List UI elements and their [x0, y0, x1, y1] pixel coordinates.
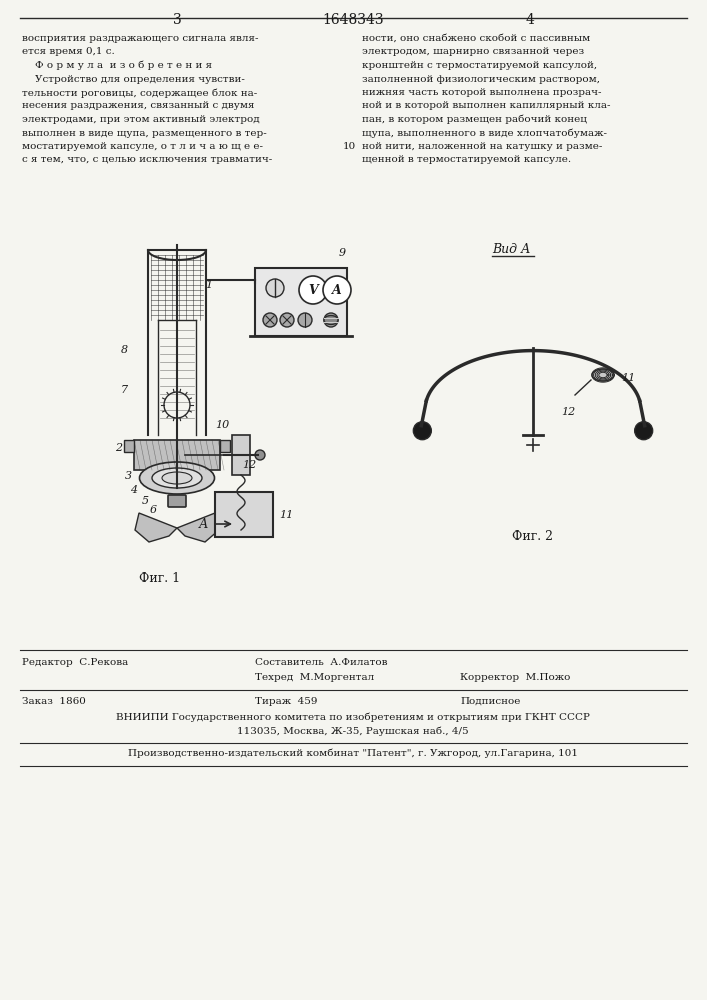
Circle shape	[323, 276, 351, 304]
Text: Устройство для определения чувстви-: Устройство для определения чувстви-	[22, 75, 245, 84]
Circle shape	[414, 422, 431, 440]
Polygon shape	[177, 513, 219, 542]
Bar	[232, 435, 250, 475]
Bar	[134, 440, 220, 470]
Text: восприятия раздражающего сигнала явля-: восприятия раздражающего сигнала явля-	[22, 34, 259, 43]
Text: Ф о р м у л а  и з о б р е т е н и я: Ф о р м у л а и з о б р е т е н и я	[22, 61, 212, 70]
Bar	[220, 440, 230, 452]
Text: Редактор  С.Рекова: Редактор С.Рекова	[22, 658, 128, 667]
Circle shape	[266, 279, 284, 297]
Text: нижняя часть которой выполнена прозрач-: нижняя часть которой выполнена прозрач-	[362, 88, 602, 97]
Text: 7: 7	[121, 385, 128, 395]
Text: тельности роговицы, содержащее блок на-: тельности роговицы, содержащее блок на-	[22, 88, 257, 98]
Text: 4: 4	[130, 485, 137, 495]
Text: 12: 12	[561, 407, 575, 417]
Text: ной и в которой выполнен капиллярный кла-: ной и в которой выполнен капиллярный кла…	[362, 102, 611, 110]
Circle shape	[255, 450, 265, 460]
Text: Подписное: Подписное	[460, 697, 520, 706]
Text: 12: 12	[242, 460, 256, 470]
Text: кронштейн с термостатируемой капсулой,: кронштейн с термостатируемой капсулой,	[362, 61, 597, 70]
Text: A: A	[332, 284, 342, 296]
Circle shape	[280, 313, 294, 327]
Text: 113035, Москва, Ж-35, Раушская наб., 4/5: 113035, Москва, Ж-35, Раушская наб., 4/5	[237, 726, 469, 736]
Text: 11: 11	[279, 510, 293, 520]
Text: 6: 6	[150, 505, 157, 515]
Text: выполнен в виде щупа, размещенного в тер-: выполнен в виде щупа, размещенного в тер…	[22, 128, 267, 137]
Text: ной нити, наложенной на катушку и разме-: ной нити, наложенной на катушку и разме-	[362, 142, 602, 151]
Text: Составитель  А.Филатов: Составитель А.Филатов	[255, 658, 387, 667]
Text: Тираж  459: Тираж 459	[255, 697, 317, 706]
Text: 3: 3	[125, 471, 132, 481]
Text: Техред  М.Моргентал: Техред М.Моргентал	[255, 673, 374, 682]
Text: Фиг. 1: Фиг. 1	[139, 572, 180, 585]
Text: Корректор  М.Пожо: Корректор М.Пожо	[460, 673, 571, 682]
Text: 8: 8	[121, 345, 128, 355]
Text: ности, оно снабжено скобой с пассивным: ности, оно снабжено скобой с пассивным	[362, 34, 590, 43]
Circle shape	[324, 313, 338, 327]
Text: заполненной физиологическим раствором,: заполненной физиологическим раствором,	[362, 75, 600, 84]
Text: V: V	[308, 284, 318, 296]
Text: 10: 10	[342, 142, 356, 151]
Text: щупа, выполненного в виде хлопчатобумаж-: щупа, выполненного в виде хлопчатобумаж-	[362, 128, 607, 138]
Bar	[215, 492, 273, 537]
Text: 10: 10	[215, 420, 229, 430]
Circle shape	[299, 276, 327, 304]
Text: 9: 9	[339, 248, 346, 258]
Text: 2: 2	[115, 443, 122, 453]
Text: пан, в котором размещен рабочий конец: пан, в котором размещен рабочий конец	[362, 115, 587, 124]
Bar	[124, 440, 134, 452]
Text: ется время 0,1 с.: ется время 0,1 с.	[22, 47, 115, 56]
Text: 1: 1	[205, 280, 212, 290]
Text: 3: 3	[173, 13, 182, 27]
Ellipse shape	[152, 468, 202, 488]
Text: 5: 5	[142, 496, 149, 506]
Ellipse shape	[324, 316, 338, 324]
Text: электродом, шарнирно связанной через: электродом, шарнирно связанной через	[362, 47, 584, 56]
Bar	[255, 268, 347, 336]
Text: с я тем, что, с целью исключения травматич-: с я тем, что, с целью исключения травмат…	[22, 155, 272, 164]
Text: Фиг. 2: Фиг. 2	[513, 530, 554, 543]
Circle shape	[263, 313, 277, 327]
Circle shape	[635, 422, 653, 440]
Text: Заказ  1860: Заказ 1860	[22, 697, 86, 706]
Ellipse shape	[139, 462, 214, 494]
Polygon shape	[135, 513, 177, 542]
Text: Вид А: Вид А	[492, 243, 530, 256]
Ellipse shape	[592, 369, 614, 381]
Text: 11: 11	[621, 373, 636, 383]
Text: ВНИИПИ Государственного комитета по изобретениям и открытиям при ГКНТ СССР: ВНИИПИ Государственного комитета по изоб…	[116, 712, 590, 722]
Text: мостатируемой капсуле, о т л и ч а ю щ е е-: мостатируемой капсуле, о т л и ч а ю щ е…	[22, 142, 263, 151]
Ellipse shape	[162, 472, 192, 484]
Text: А: А	[199, 518, 209, 530]
Text: 4: 4	[525, 13, 534, 27]
FancyBboxPatch shape	[168, 495, 186, 507]
Text: Производственно-издательский комбинат "Патент", г. Ужгород, ул.Гагарина, 101: Производственно-издательский комбинат "П…	[128, 749, 578, 758]
Text: несения раздражения, связанный с двумя: несения раздражения, связанный с двумя	[22, 102, 255, 110]
Circle shape	[298, 313, 312, 327]
Text: 1648343: 1648343	[322, 13, 384, 27]
Text: щенной в термостатируемой капсуле.: щенной в термостатируемой капсуле.	[362, 155, 571, 164]
Text: электродами, при этом активный электрод: электродами, при этом активный электрод	[22, 115, 259, 124]
